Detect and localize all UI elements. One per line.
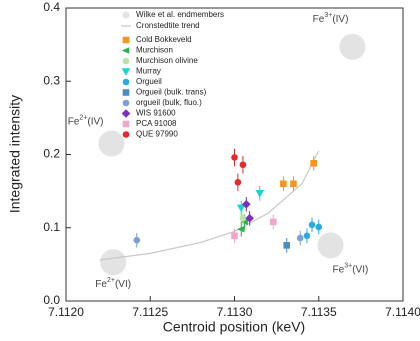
point bbox=[255, 190, 265, 198]
legend-label: Cronstedtite trend bbox=[136, 21, 200, 30]
point bbox=[296, 234, 304, 242]
legend-swatch bbox=[122, 78, 130, 86]
legend-swatch bbox=[121, 68, 131, 76]
point bbox=[308, 221, 316, 229]
label-sup: 2+ bbox=[107, 277, 115, 284]
point bbox=[269, 218, 277, 226]
legend-swatch bbox=[121, 47, 130, 54]
y-tick-label: 0.1 bbox=[43, 220, 60, 234]
legend-label: orgueil (bulk, fluo.) bbox=[136, 98, 202, 107]
legend-swatch bbox=[122, 11, 130, 19]
label-base: Fe bbox=[68, 116, 80, 127]
point bbox=[310, 159, 317, 167]
legend-label: Murchison bbox=[136, 46, 173, 55]
legend-label: Orgueil bbox=[136, 77, 162, 86]
endmember bbox=[317, 232, 344, 259]
point bbox=[236, 225, 245, 233]
label-sup: 2+ bbox=[79, 114, 87, 121]
point bbox=[241, 200, 251, 209]
point bbox=[245, 213, 254, 223]
label-sup: 3+ bbox=[344, 262, 352, 269]
label-base: Fe bbox=[95, 279, 107, 290]
point bbox=[239, 214, 247, 222]
point bbox=[234, 179, 242, 186]
endmember-label: Fe3+(IV) bbox=[313, 12, 349, 25]
label-tail: (IV) bbox=[87, 116, 103, 127]
point bbox=[236, 204, 246, 213]
y-tick-label: 0.2 bbox=[43, 147, 60, 161]
endmember bbox=[98, 130, 125, 157]
endmember-label: Fe2+(VI) bbox=[95, 277, 131, 290]
endmember-label: Fe3+(VI) bbox=[333, 262, 369, 275]
legend-label: PCA 91008 bbox=[136, 119, 177, 128]
endmember bbox=[100, 249, 127, 276]
legend-label: Cold Bokkeveld bbox=[136, 35, 192, 44]
legend-swatch bbox=[121, 109, 131, 118]
legend-swatch bbox=[122, 99, 130, 107]
y-axis-label: Integrated intensity bbox=[7, 95, 23, 213]
legend-swatch bbox=[122, 36, 130, 44]
endmember-label: Fe2+(IV) bbox=[68, 114, 104, 127]
point bbox=[280, 180, 287, 188]
point bbox=[303, 232, 311, 240]
legend-swatch bbox=[122, 131, 130, 138]
y-tick-label: 0.4 bbox=[43, 0, 60, 14]
label-sup: 3+ bbox=[324, 12, 332, 19]
label-tail: (VI) bbox=[352, 264, 368, 275]
legend-swatch bbox=[122, 57, 130, 65]
point bbox=[133, 236, 141, 244]
legend-label: Murray bbox=[136, 67, 161, 76]
legend-swatch bbox=[122, 120, 130, 128]
y-tick-label: 0.0 bbox=[43, 293, 60, 307]
point bbox=[283, 242, 291, 249]
legend-swatch bbox=[122, 89, 130, 96]
legend-label: QUE 97990 bbox=[136, 130, 178, 139]
label-base: Fe bbox=[333, 264, 345, 275]
label-tail: (IV) bbox=[332, 13, 348, 24]
x-tick-label: 7.1135 bbox=[301, 305, 337, 319]
point bbox=[315, 223, 323, 231]
x-tick-label: 7.1120 bbox=[48, 305, 84, 319]
y-tick-label: 0.3 bbox=[43, 73, 60, 87]
label-tail: (VI) bbox=[115, 279, 131, 290]
x-tick-label: 7.1125 bbox=[132, 305, 168, 319]
x-tick-label: 7.1130 bbox=[217, 305, 253, 319]
point bbox=[231, 232, 238, 240]
legend-label: Murchison olivine bbox=[136, 56, 198, 65]
point bbox=[290, 180, 297, 188]
point bbox=[239, 161, 247, 169]
point bbox=[240, 218, 248, 226]
endmember bbox=[339, 33, 366, 60]
x-tick-label: 7.1140 bbox=[385, 305, 420, 319]
legend-label: WIS 91600 bbox=[136, 109, 176, 118]
x-axis-label: Centroid position (keV) bbox=[163, 319, 305, 335]
legend-label: Wilke et al. endmembers bbox=[136, 10, 224, 19]
label-base: Fe bbox=[313, 13, 325, 24]
point bbox=[231, 154, 238, 161]
legend-label: Orgueil (bulk. trans) bbox=[136, 88, 207, 97]
